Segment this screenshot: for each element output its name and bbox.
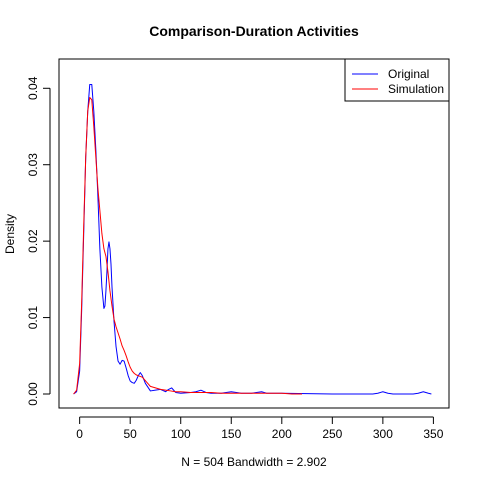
- series-line-original: [73, 83, 432, 395]
- y-tick-label: 0.03: [26, 153, 40, 177]
- y-tick-label: 0.02: [26, 229, 40, 253]
- x-tick-label: 0: [76, 427, 83, 441]
- x-tick-label: 150: [221, 427, 241, 441]
- x-tick-label: 200: [272, 427, 292, 441]
- legend-label-simulation: Simulation: [388, 82, 444, 96]
- legend-label-original: Original: [388, 67, 429, 81]
- y-tick-label: 0.04: [26, 76, 40, 100]
- legend-box: [344, 58, 450, 102]
- legend: Original Simulation: [344, 58, 450, 102]
- y-tick-label: 0.00: [26, 382, 40, 406]
- x-tick-label: 50: [124, 427, 138, 441]
- y-axis-label: Density: [3, 214, 17, 254]
- series-line-simulation: [73, 96, 303, 395]
- x-tick-label: 350: [423, 427, 443, 441]
- x-axis: 0 50 100 150 200 250 300 350: [76, 416, 444, 441]
- x-tick-label: 250: [322, 427, 342, 441]
- x-tick-label: 100: [171, 427, 191, 441]
- y-axis: 0.00 0.01 0.02 0.03 0.04: [26, 76, 51, 406]
- y-tick-label: 0.01: [26, 306, 40, 330]
- x-tick-label: 300: [373, 427, 393, 441]
- series-layer: [73, 83, 432, 395]
- chart-title: Comparison-Duration Activities: [149, 23, 359, 39]
- plot-frame: [58, 58, 450, 409]
- x-axis-label: N = 504 Bandwidth = 2.902: [181, 455, 327, 469]
